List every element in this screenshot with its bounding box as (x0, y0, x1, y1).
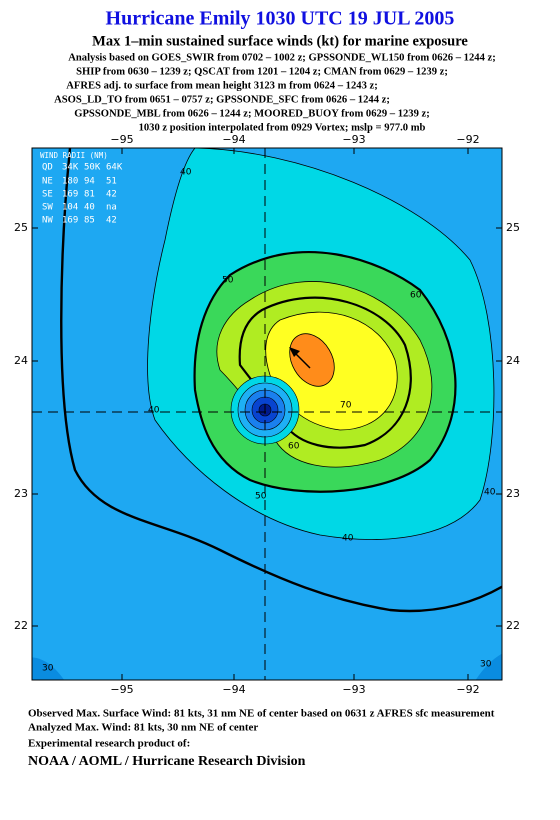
footer-line: Observed Max. Surface Wind: 81 kts, 31 n… (28, 708, 495, 720)
wind-radii-header: QD (42, 163, 53, 173)
contour-label: 40 (180, 168, 192, 178)
footer-line: Experimental research product of: (28, 738, 190, 750)
wind-radii-cell: 169 (62, 216, 78, 226)
analysis-line: GPSSONDE_MBL from 0626 – 1244 z; MOORED_… (74, 108, 430, 119)
lon-label: −95 (110, 133, 133, 146)
wind-radii-cell: 51 (106, 177, 117, 187)
wind-radii-cell: 94 (84, 177, 95, 187)
wind-radii-header: 64K (106, 163, 123, 173)
subtitle: Max 1–min sustained surface winds (kt) f… (92, 33, 468, 49)
contour-label: 50 (222, 276, 234, 286)
lat-label: 23 (14, 487, 28, 500)
lat-label: 22 (506, 619, 520, 632)
wind-radii-cell: 40 (84, 203, 95, 213)
contour-label: 40 (484, 488, 496, 498)
wind-radii-cell: 104 (62, 203, 78, 213)
wind-radii-cell: 85 (84, 216, 95, 226)
lon-label: −93 (342, 683, 365, 696)
wind-radii-header: 50K (84, 163, 101, 173)
analysis-line: Analysis based on GOES_SWIR from 0702 – … (68, 52, 496, 63)
wind-radii-title: WIND RADII (NM) (40, 151, 108, 160)
wind-radii-cell: na (106, 203, 117, 213)
wind-radii-cell: 81 (84, 190, 95, 200)
contour-label: 40 (148, 406, 160, 416)
lon-label: −92 (456, 133, 479, 146)
wind-radii-cell: 42 (106, 216, 117, 226)
lat-label: 23 (506, 487, 520, 500)
lon-label: −94 (222, 133, 245, 146)
lat-label: 25 (506, 221, 520, 234)
analysis-line: ASOS_LD_TO from 0651 – 0757 z; GPSSONDE_… (54, 94, 390, 105)
lon-label: −93 (342, 133, 365, 146)
lat-label: 24 (14, 354, 28, 367)
analysis-line: 1030 z position interpolated from 0929 V… (139, 122, 426, 133)
wind-radii-header: 34K (62, 163, 79, 173)
lat-label: 22 (14, 619, 28, 632)
contour-label: 40 (342, 534, 354, 544)
lon-label: −95 (110, 683, 133, 696)
wind-radii-cell: SW (42, 203, 53, 213)
lon-label: −92 (456, 683, 479, 696)
axis-ticks: −95 −95 −94 −94 −93 −93 −92 −92 25 25 24 24 23 23 22 22 (14, 133, 520, 696)
contour-labels: 40 50 60 40 40 50 40 60 70 30 30 (42, 168, 496, 674)
contour-label: 70 (340, 401, 352, 411)
contour-label: 30 (480, 660, 492, 670)
analysis-line: SHIP from 0630 – 1239 z; QSCAT from 1201… (76, 66, 448, 77)
contour-label: 60 (288, 442, 300, 452)
wind-field (32, 148, 502, 680)
wind-radii-cell: SE (42, 190, 53, 200)
wind-radii-cell: NW (42, 216, 53, 226)
lat-label: 24 (506, 354, 520, 367)
wind-radii-cell: 180 (62, 177, 78, 187)
contour-label: 60 (410, 291, 422, 301)
wind-radii-table: WIND RADII (NM) QD 34K 50K 64K NE 180 94 51 SE 16… (40, 151, 123, 226)
contour-label: 50 (255, 492, 267, 502)
footer-line: Analyzed Max. Wind: 81 kts, 30 nm NE of … (28, 722, 258, 734)
wind-radii-cell: 169 (62, 190, 78, 200)
lon-label: −94 (222, 683, 245, 696)
map-frame (31, 147, 503, 681)
analysis-line: AFRES adj. to surface from mean height 3… (66, 80, 378, 91)
wind-radii-cell: NE (42, 177, 53, 187)
title: Hurricane Emily 1030 UTC 19 JUL 2005 (106, 8, 455, 30)
organization: NOAA / AOML / Hurricane Research Divisio… (28, 754, 306, 769)
contour-label: 30 (42, 664, 54, 674)
wind-radii-cell: 42 (106, 190, 117, 200)
lat-label: 25 (14, 221, 28, 234)
